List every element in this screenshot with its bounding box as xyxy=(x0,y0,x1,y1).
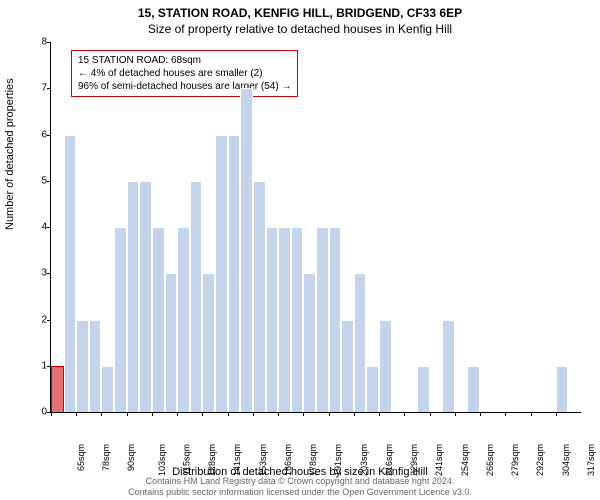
histogram-bar xyxy=(114,227,127,412)
y-tick-label: 3 xyxy=(29,268,47,279)
histogram-bar xyxy=(493,411,506,412)
x-tick-mark xyxy=(228,412,229,416)
histogram-bar xyxy=(404,411,417,412)
histogram-bar xyxy=(430,411,443,412)
histogram-bar xyxy=(152,227,165,412)
histogram-bar xyxy=(543,411,556,412)
footer-line2: Contains public sector information licen… xyxy=(0,487,600,498)
annotation-line2: ← 4% of detached houses are smaller (2) xyxy=(78,67,291,80)
y-tick-mark xyxy=(47,227,51,228)
y-tick-mark xyxy=(47,320,51,321)
footer-line1: Contains HM Land Registry data © Crown c… xyxy=(0,476,600,487)
histogram-bar xyxy=(64,135,77,413)
y-tick-label: 4 xyxy=(29,222,47,233)
histogram-bar xyxy=(266,227,279,412)
histogram-bar xyxy=(379,320,392,413)
histogram-bar xyxy=(556,366,569,412)
histogram-bar xyxy=(505,411,518,412)
x-tick-mark xyxy=(101,412,102,416)
x-tick-mark xyxy=(152,412,153,416)
x-tick-mark xyxy=(76,412,77,416)
histogram-bar xyxy=(518,411,531,412)
y-tick-mark xyxy=(47,135,51,136)
x-tick-mark xyxy=(177,412,178,416)
histogram-bar xyxy=(240,88,253,412)
histogram-bar xyxy=(139,181,152,412)
y-tick-label: 7 xyxy=(29,83,47,94)
y-tick-label: 5 xyxy=(29,175,47,186)
y-tick-mark xyxy=(47,181,51,182)
y-tick-label: 2 xyxy=(29,314,47,325)
histogram-bar xyxy=(568,411,581,412)
y-tick-label: 1 xyxy=(29,360,47,371)
histogram-bar xyxy=(531,411,544,412)
histogram-bar xyxy=(291,227,304,412)
x-tick-mark xyxy=(556,412,557,416)
histogram-bar xyxy=(101,366,114,412)
histogram-bar xyxy=(165,273,178,412)
histogram-bar xyxy=(127,181,140,412)
x-tick-mark xyxy=(51,412,52,416)
histogram-bar xyxy=(341,320,354,413)
histogram-bar xyxy=(329,227,342,412)
x-tick-mark xyxy=(127,412,128,416)
histogram-bar xyxy=(228,135,241,413)
histogram-bar xyxy=(366,366,379,412)
y-tick-label: 0 xyxy=(29,407,47,418)
histogram-bar xyxy=(480,411,493,412)
x-tick-mark xyxy=(379,412,380,416)
histogram-bar xyxy=(253,181,266,412)
x-tick-mark xyxy=(329,412,330,416)
histogram-bar xyxy=(89,320,102,413)
y-tick-mark xyxy=(47,88,51,89)
histogram-bar xyxy=(303,273,316,412)
footer-note: Contains HM Land Registry data © Crown c… xyxy=(0,476,600,498)
histogram-bar xyxy=(417,366,430,412)
y-axis-label: Number of detached properties xyxy=(4,78,16,230)
histogram-bar xyxy=(316,227,329,412)
histogram-bar xyxy=(278,227,291,412)
chart-title-sub: Size of property relative to detached ho… xyxy=(0,20,600,36)
x-tick-mark xyxy=(404,412,405,416)
y-tick-label: 6 xyxy=(29,129,47,140)
histogram-bar xyxy=(190,181,203,412)
histogram-bar xyxy=(51,366,64,412)
x-tick-mark xyxy=(480,412,481,416)
annotation-box: 15 STATION ROAD: 68sqm ← 4% of detached … xyxy=(71,50,298,97)
x-tick-mark xyxy=(505,412,506,416)
annotation-line1: 15 STATION ROAD: 68sqm xyxy=(78,54,291,67)
histogram-bar xyxy=(442,320,455,413)
x-tick-mark xyxy=(278,412,279,416)
x-tick-mark xyxy=(455,412,456,416)
x-tick-mark xyxy=(253,412,254,416)
y-tick-mark xyxy=(47,42,51,43)
plot-area: 15 STATION ROAD: 68sqm ← 4% of detached … xyxy=(50,42,581,413)
x-tick-mark xyxy=(303,412,304,416)
x-tick-mark xyxy=(354,412,355,416)
histogram-bar xyxy=(354,273,367,412)
chart-title-main: 15, STATION ROAD, KENFIG HILL, BRIDGEND,… xyxy=(0,0,600,20)
annotation-line3: 96% of semi-detached houses are larger (… xyxy=(78,80,291,93)
histogram-bar xyxy=(392,411,405,412)
histogram-bar xyxy=(177,227,190,412)
histogram-bar xyxy=(215,135,228,413)
x-tick-mark xyxy=(202,412,203,416)
chart-container: 15, STATION ROAD, KENFIG HILL, BRIDGEND,… xyxy=(0,0,600,500)
histogram-bar xyxy=(455,411,468,412)
histogram-bar xyxy=(202,273,215,412)
histogram-bar xyxy=(467,366,480,412)
y-tick-label: 8 xyxy=(29,37,47,48)
x-tick-mark xyxy=(430,412,431,416)
histogram-bar xyxy=(76,320,89,413)
x-tick-mark xyxy=(531,412,532,416)
y-tick-mark xyxy=(47,273,51,274)
